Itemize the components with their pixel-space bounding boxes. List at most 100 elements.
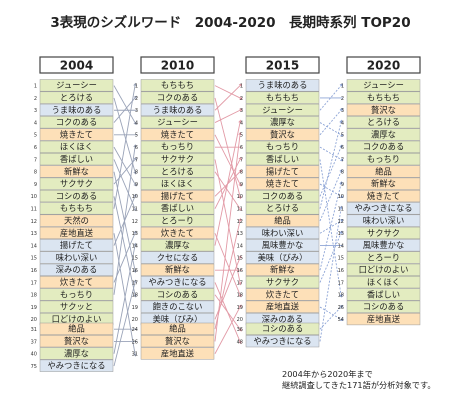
- row-cell: [245, 140, 320, 153]
- arrow-head: [339, 107, 343, 112]
- row-cell: [140, 165, 215, 178]
- rank-change-arrow: [113, 97, 136, 123]
- row-cell: [39, 347, 114, 360]
- rank-row: 炊きたて 17: [31, 276, 114, 289]
- rank-change-arrow: [113, 245, 136, 354]
- rank-number: 4: [341, 120, 344, 126]
- word-label: やみつきになる: [47, 361, 105, 371]
- rank-number: 14: [338, 243, 344, 249]
- rank-row: 味わい深い 12: [338, 214, 421, 227]
- row-cell: [245, 263, 320, 276]
- chart-title: 3表現のシズルワード 2004-2020 長期時系列 TOP20: [50, 15, 411, 31]
- rank-number: 13: [338, 231, 344, 237]
- rank-row: 濃厚な 40: [31, 347, 114, 360]
- word-label: 産地直送: [367, 314, 401, 324]
- rank-number: 7: [341, 157, 344, 163]
- word-label: サクサク: [60, 179, 93, 189]
- arrow-head: [238, 294, 242, 298]
- row-cell: [39, 300, 114, 313]
- rank-change-arrow: [319, 220, 342, 234]
- year-header-box: [346, 56, 421, 74]
- rank-row: 香ばしい 18: [338, 288, 421, 301]
- word-label: コシのある: [56, 191, 98, 201]
- word-label: 焼きたて: [60, 129, 93, 139]
- row-cell: [39, 239, 114, 252]
- rank-row: 焼きたて 5: [34, 128, 114, 141]
- year-header-2010: 2010: [140, 56, 215, 74]
- row-cell: [39, 263, 114, 276]
- rank-row: 炊きたて 13: [132, 226, 215, 240]
- row-cell: [140, 202, 215, 215]
- arrow-head: [238, 156, 242, 161]
- rank-number: 20: [132, 317, 138, 323]
- word-label: ジューシー: [363, 80, 404, 90]
- arrow-head: [238, 255, 242, 259]
- rank-number: 6: [135, 145, 138, 151]
- rank-row: 天然の 12: [31, 214, 114, 227]
- rank-number: 18: [31, 293, 37, 299]
- rank-row: うま味のある 1: [240, 79, 320, 92]
- rank-number: 6: [341, 145, 344, 151]
- rank-row: やみつきになる 11: [338, 202, 421, 215]
- rank-row: 味わい深い 13: [237, 226, 320, 240]
- rank-number: 24: [132, 327, 138, 333]
- rank-change-arrow: [113, 233, 136, 354]
- rank-number: 2: [34, 96, 37, 102]
- rank-number: 8: [341, 170, 344, 176]
- arrow-head: [133, 230, 137, 234]
- arrow-head: [133, 144, 137, 148]
- word-label: やみつきになる: [354, 203, 412, 213]
- row-cell: [39, 189, 114, 203]
- rank-row: もちもち 2: [240, 91, 320, 104]
- rank-row: 香ばしい 7: [240, 153, 320, 166]
- row-cell: [140, 177, 215, 190]
- rank-number: 1: [341, 84, 344, 90]
- word-label: サクサク: [367, 228, 400, 238]
- arrow-head: [339, 119, 343, 123]
- rank-row: サクサク 13: [338, 226, 421, 240]
- arrow-head: [133, 157, 137, 161]
- rank-change-arrow: [319, 122, 342, 136]
- rank-number: 37: [31, 339, 37, 345]
- rank-row: 焼きたて 10: [338, 189, 421, 203]
- rank-row: 絶品 24: [132, 322, 215, 335]
- rank-number: 4: [34, 120, 37, 126]
- word-label: 新鮮な: [165, 265, 190, 275]
- word-label: とろける: [266, 203, 299, 213]
- row-cell: [346, 239, 421, 252]
- word-label: コシのある: [363, 302, 405, 312]
- word-label: もちもち: [161, 80, 194, 90]
- arrow-head: [133, 193, 137, 198]
- row-cell: [245, 177, 320, 190]
- arrow-head: [133, 294, 137, 298]
- word-label: サクサク: [161, 154, 194, 164]
- row-cell: [245, 322, 320, 335]
- rank-row: 産地直送 31: [132, 347, 215, 360]
- rank-change-arrow: [214, 233, 241, 295]
- rank-number: 9: [341, 182, 344, 188]
- rank-number: 12: [31, 219, 37, 225]
- row-cell: [346, 140, 421, 153]
- rank-number: 48: [237, 339, 243, 345]
- row-cell: [346, 276, 421, 289]
- rank-number: 4: [240, 120, 243, 126]
- word-label: 深みのある: [56, 265, 98, 275]
- rank-number: 3: [240, 108, 243, 114]
- arrow-head: [339, 144, 343, 148]
- rank-number: 2: [240, 96, 243, 102]
- arrow-head: [133, 353, 137, 357]
- rank-number: 12: [338, 219, 344, 225]
- word-label: 味わい深い: [363, 216, 405, 226]
- rank-number: 18: [237, 293, 243, 299]
- row-cell: [346, 288, 421, 301]
- row-cell: [140, 300, 215, 313]
- word-label: 口どけのよい: [52, 314, 102, 324]
- rank-number: 7: [135, 157, 138, 163]
- arrow-head: [133, 121, 137, 126]
- row-cell: [245, 335, 320, 348]
- rank-number: 5: [240, 133, 243, 139]
- row-cell: [39, 276, 114, 289]
- rank-row: コクのある 4: [34, 116, 114, 129]
- rank-number: 8: [240, 170, 243, 176]
- rank-row: 揚げたて 14: [31, 239, 114, 252]
